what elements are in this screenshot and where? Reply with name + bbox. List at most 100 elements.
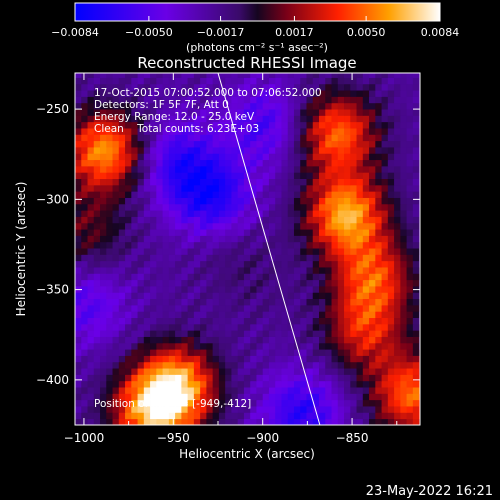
- heatmap-cell: [381, 406, 389, 413]
- heatmap-cell: [131, 406, 138, 413]
- heatmap-cell: [412, 323, 420, 331]
- heatmap-cell: [87, 178, 95, 186]
- heatmap-cell: [231, 311, 239, 318]
- heatmap-cell: [275, 115, 282, 123]
- heatmap-cell: [106, 159, 113, 167]
- heatmap-cell: [350, 298, 357, 306]
- heatmap-cell: [344, 159, 351, 167]
- heatmap-cell: [93, 165, 101, 173]
- heatmap-cell: [300, 380, 307, 388]
- heatmap-cell: [312, 418, 320, 425]
- heatmap-cell: [125, 184, 132, 192]
- heatmap-cell: [112, 311, 120, 318]
- heatmap-cell: [275, 387, 282, 394]
- heatmap-cell: [394, 273, 401, 281]
- heatmap-cell: [387, 317, 395, 325]
- heatmap-cell: [344, 235, 351, 243]
- heatmap-cell: [256, 96, 264, 104]
- heatmap-cell: [112, 292, 120, 300]
- heatmap-cell: [375, 399, 382, 407]
- heatmap-cell: [243, 399, 251, 407]
- heatmap-cell: [106, 279, 113, 287]
- heatmap-cell: [306, 342, 314, 350]
- heatmap-cell: [394, 304, 401, 312]
- heatmap-cell: [112, 210, 120, 217]
- heatmap-cell: [237, 203, 245, 211]
- heatmap-cell: [112, 260, 120, 268]
- heatmap-cell: [231, 197, 239, 205]
- heatmap-cell: [75, 317, 82, 325]
- heatmap-cell: [212, 210, 220, 217]
- heatmap-cell: [156, 418, 163, 425]
- heatmap-cell: [162, 134, 170, 142]
- heatmap-cell: [281, 203, 289, 211]
- heatmap-cell: [312, 109, 320, 116]
- heatmap-cell: [162, 102, 170, 110]
- heatmap-cell: [193, 349, 201, 356]
- heatmap-cell: [175, 121, 182, 129]
- heatmap-cell: [81, 267, 88, 274]
- heatmap-cell: [275, 90, 282, 97]
- heatmap-cell: [168, 121, 176, 129]
- heatmap-cell: [112, 197, 120, 205]
- heatmap-cell: [81, 83, 88, 91]
- heatmap-cell: [81, 330, 88, 337]
- heatmap-cell: [406, 184, 414, 192]
- heatmap-cell: [356, 90, 364, 97]
- heatmap-cell: [75, 368, 82, 375]
- heatmap-cell: [287, 235, 295, 243]
- heatmap-cell: [131, 165, 138, 173]
- heatmap-cell: [93, 159, 101, 167]
- heatmap-cell: [168, 128, 176, 135]
- heatmap-cell: [100, 191, 107, 198]
- heatmap-cell: [237, 115, 245, 123]
- heatmap-cell: [87, 248, 95, 255]
- heatmap-cell: [243, 387, 251, 394]
- heatmap-cell: [319, 115, 326, 123]
- heatmap-cell: [306, 77, 314, 85]
- heatmap-cell: [237, 292, 245, 300]
- heatmap-cell: [93, 317, 101, 325]
- heatmap-cell: [100, 412, 107, 420]
- heatmap-cell: [250, 380, 257, 388]
- heatmap-cell: [131, 298, 138, 306]
- heatmap-cell: [206, 336, 214, 344]
- heatmap-cell: [150, 102, 157, 110]
- heatmap-cell: [193, 140, 201, 148]
- heatmap-cell: [237, 342, 245, 350]
- heatmap-cell: [175, 140, 182, 148]
- heatmap-cell: [369, 248, 376, 255]
- heatmap-cell: [287, 109, 295, 116]
- heatmap-cell: [356, 121, 364, 129]
- heatmap-cell: [93, 380, 101, 388]
- heatmap-cell: [218, 172, 226, 179]
- heatmap-cell: [175, 323, 182, 331]
- heatmap-cell: [168, 260, 176, 268]
- heatmap-cell: [231, 191, 239, 198]
- heatmap-cell: [212, 121, 220, 129]
- heatmap-cell: [150, 330, 157, 337]
- heatmap-cell: [181, 406, 189, 413]
- heatmap-cell: [325, 134, 332, 142]
- heatmap-cell: [268, 90, 276, 97]
- heatmap-cell: [394, 311, 401, 318]
- heatmap-cell: [287, 418, 295, 425]
- heatmap-cell: [225, 298, 232, 306]
- heatmap-cell: [218, 191, 226, 198]
- heatmap-cell: [350, 147, 357, 154]
- heatmap-cell: [306, 90, 314, 97]
- heatmap-cell: [206, 368, 214, 375]
- heatmap-cell: [243, 323, 251, 331]
- heatmap-cell: [150, 286, 157, 293]
- heatmap-cell: [356, 83, 364, 91]
- heatmap-cell: [112, 140, 120, 148]
- heatmap-cell: [206, 355, 214, 363]
- heatmap-cell: [356, 374, 364, 382]
- heatmap-cell: [237, 317, 245, 325]
- heatmap-cell: [87, 109, 95, 116]
- heatmap-cell: [243, 393, 251, 401]
- heatmap-cell: [331, 311, 339, 318]
- heatmap-cell: [237, 387, 245, 394]
- heatmap-cell: [287, 248, 295, 255]
- heatmap-cell: [106, 286, 113, 293]
